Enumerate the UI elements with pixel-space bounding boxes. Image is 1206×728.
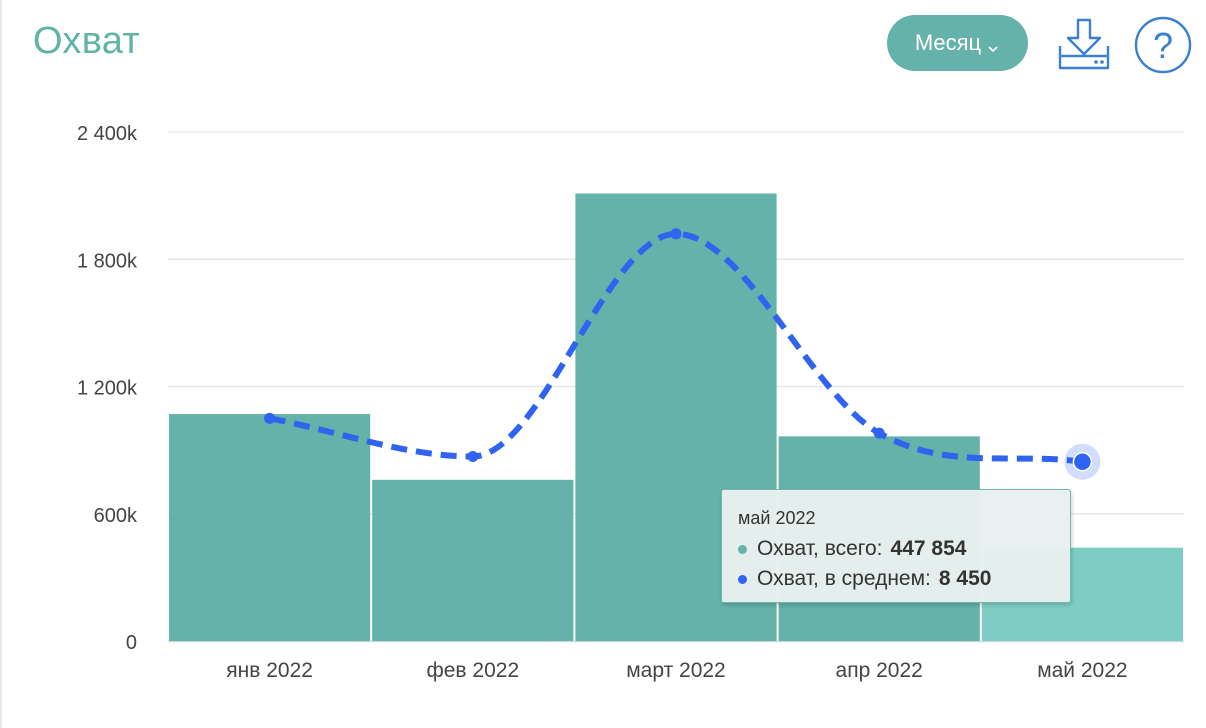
x-tick-label: фев 2022 [426,659,519,682]
panel-border [0,0,2,728]
y-tick-label: 1 200k [77,378,138,400]
line-point[interactable] [264,412,276,424]
x-tick-label: май 2022 [1037,659,1127,682]
line-point[interactable] [1072,452,1093,472]
chevron-down-icon [986,36,1000,53]
x-tick-label: янв 2022 [226,659,313,682]
bar[interactable] [372,479,574,641]
tooltip-title: май 2022 [738,508,816,528]
line-point[interactable] [467,450,479,462]
svg-text:?: ? [1153,25,1173,66]
y-tick-label: 2 400k [77,123,138,145]
tooltip-value: 8 450 [938,567,992,590]
legend-dot [738,544,747,554]
y-tick-label: 600k [94,505,138,527]
x-tick-label: март 2022 [626,659,726,682]
period-select-button[interactable]: Месяц [887,15,1028,71]
chart-tooltip: май 2022 Охват, всего: 447 854 Охват, в … [721,489,1071,603]
y-tick-label: 0 [126,632,137,654]
legend-dot [738,574,747,584]
bar[interactable] [169,414,371,641]
help-icon[interactable]: ? [1134,16,1192,74]
period-label: Месяц [914,30,982,55]
tooltip-value: 447 854 [890,537,967,560]
average-line-path [269,230,1083,465]
download-icon[interactable] [1056,16,1112,72]
line-point[interactable] [873,427,885,439]
tooltip-label: Охват, всего: [757,537,883,560]
x-tick-label: апр 2022 [836,659,923,682]
page-title: Охват [33,20,141,62]
tooltip-label: Охват, в среднем: [757,567,931,590]
y-axis-ticks: 0 600k 1 200k 1 800k 2 400k [77,123,138,654]
average-line [264,228,1101,480]
tooltip-row-total: Охват, всего: 447 854 [738,537,1070,561]
tooltip-row-average: Охват, в среднем: 8 450 [738,567,1070,591]
x-axis-ticks: янв 2022 фев 2022 март 2022 апр 2022 май 202… [226,659,1127,682]
line-point[interactable] [670,228,682,240]
y-tick-label: 1 800k [77,250,138,272]
